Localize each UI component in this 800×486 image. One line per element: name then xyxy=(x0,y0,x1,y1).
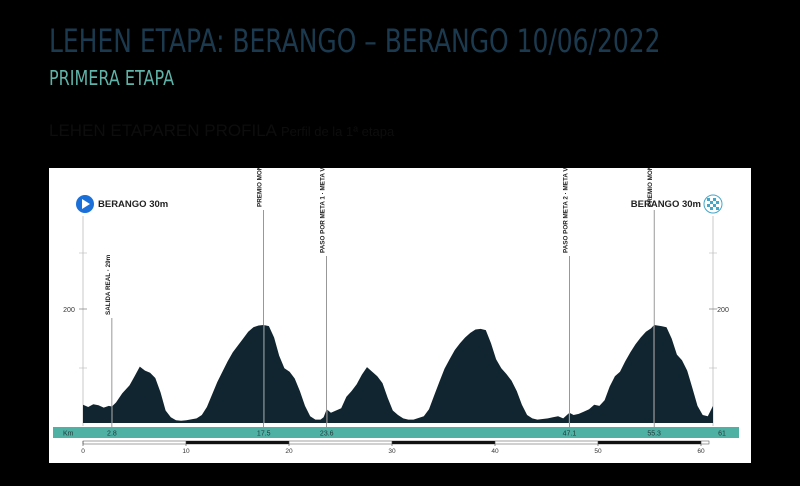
start-label: BERANGO 30m xyxy=(98,199,168,210)
km-label-layer: 2.8 17.5 23.6 47.1 55.3 xyxy=(107,431,661,438)
section-heading-sub: Perfil de la 1ª etapa xyxy=(280,124,395,139)
finish-label: BERANGO 30m xyxy=(631,199,701,210)
scale-label: 50 xyxy=(594,448,602,455)
marker-label: PASO POR META 1 · META VOLANTE xyxy=(320,168,327,253)
km-band xyxy=(53,427,739,438)
km-label: 2.8 xyxy=(107,431,117,438)
stage-profile-panel: 200 200 SALIDA REAL · 29mPREMIO MONTAÑA … xyxy=(49,127,751,463)
page-title: LEHEN ETAPA: BERANGO – BERANGO 10/06/202… xyxy=(49,22,661,60)
checkered-flag-icon xyxy=(703,194,723,214)
km-label: 55.3 xyxy=(647,431,661,438)
stage-profile-chart: 200 200 SALIDA REAL · 29mPREMIO MONTAÑA … xyxy=(53,127,739,455)
scale-bar-segment xyxy=(598,441,701,444)
km-label: 23.6 xyxy=(320,431,334,438)
alt-tick-label: 200 xyxy=(63,307,75,314)
section-heading: LEHEN ETAPAREN PROFILA Perfil de la 1ª et… xyxy=(49,121,394,141)
marker-label: SALIDA REAL · 29m xyxy=(105,254,112,315)
scale-label: 60 xyxy=(697,448,705,455)
page-subtitle: PRIMERA ETAPA xyxy=(49,66,175,90)
finish-km-label: 61 xyxy=(718,431,726,438)
alt-tick-label-right: 200 xyxy=(717,307,729,314)
play-circle-icon xyxy=(76,195,94,213)
scale-bar-segment xyxy=(186,441,289,444)
scale-bar-segment xyxy=(392,441,495,444)
distance-scale: 0 10 20 30 40 50 60 xyxy=(81,440,710,455)
scale-label: 0 xyxy=(81,448,85,455)
section-heading-main: LEHEN ETAPAREN PROFILA xyxy=(49,121,277,140)
km-axis-label: Km xyxy=(63,431,74,438)
marker-label: PASO POR META 2 · META VOLANTE xyxy=(562,168,569,253)
scale-label: 40 xyxy=(491,448,499,455)
km-label: 47.1 xyxy=(563,431,577,438)
km-label: 17.5 xyxy=(257,431,271,438)
marker-label: PREMIO MONTAÑA · 172m xyxy=(255,168,264,207)
scale-label: 30 xyxy=(388,448,396,455)
scale-label: 10 xyxy=(182,448,190,455)
elevation-profile xyxy=(83,325,713,423)
scale-label: 20 xyxy=(285,448,293,455)
